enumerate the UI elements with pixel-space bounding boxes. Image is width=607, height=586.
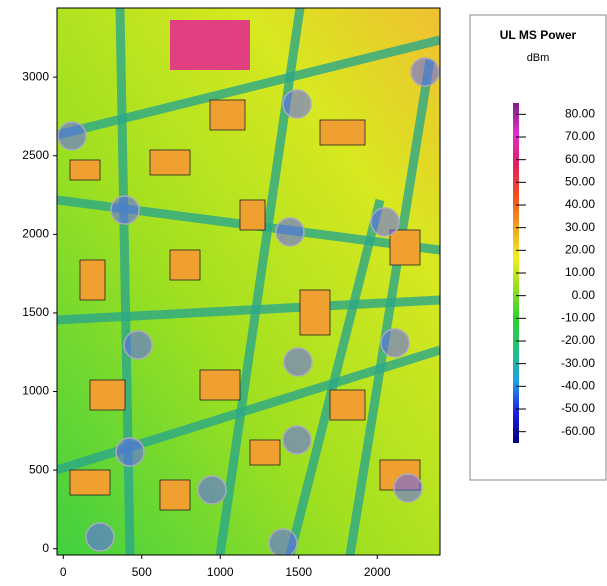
y-tick-label: 3000 <box>22 69 49 83</box>
chart: UL MS Power dBm 0 500 1000 1500 2000 0 500 1000… <box>0 0 607 586</box>
colorbar-tick-label: 50.00 <box>565 175 595 189</box>
colorbar-unit: dBm <box>527 52 550 64</box>
x-tick-label: 0 <box>60 565 67 579</box>
coverage-map <box>57 8 440 557</box>
x-tick-label: 500 <box>132 565 152 579</box>
colorbar-title: UL MS Power <box>500 28 577 42</box>
colorbar-tick-label: 0.00 <box>572 288 596 302</box>
colorbar-tick-label: -20.00 <box>561 333 595 347</box>
colorbar-tick-label: 80.00 <box>565 107 595 121</box>
colorbar-tick-label: -60.00 <box>561 424 595 438</box>
y-tick-label: 500 <box>29 462 49 476</box>
y-tick-label: 2500 <box>22 148 49 162</box>
x-tick-label: 2000 <box>364 565 391 579</box>
y-tick-label: 0 <box>42 541 49 555</box>
colorbar-tick-label: 70.00 <box>565 129 595 143</box>
x-tick-label: 1500 <box>285 565 312 579</box>
colorbar-tick-label: 30.00 <box>565 220 595 234</box>
y-tick-label: 2000 <box>22 227 49 241</box>
colorbar-tick-label: 60.00 <box>565 152 595 166</box>
y-tick-label: 1000 <box>22 384 49 398</box>
x-tick-label: 1000 <box>207 565 234 579</box>
colorbar-tick-label: 40.00 <box>565 197 595 211</box>
colorbar-tick-label: -40.00 <box>561 379 595 393</box>
colorbar-tick-label: 20.00 <box>565 243 595 257</box>
colorbar-tick-label: -50.00 <box>561 401 595 415</box>
colorbar-tick-label: -10.00 <box>561 311 595 325</box>
colorbar-tick-label: 10.00 <box>565 265 595 279</box>
colorbar-tick-label: -30.00 <box>561 356 595 370</box>
y-tick-label: 1500 <box>22 305 49 319</box>
